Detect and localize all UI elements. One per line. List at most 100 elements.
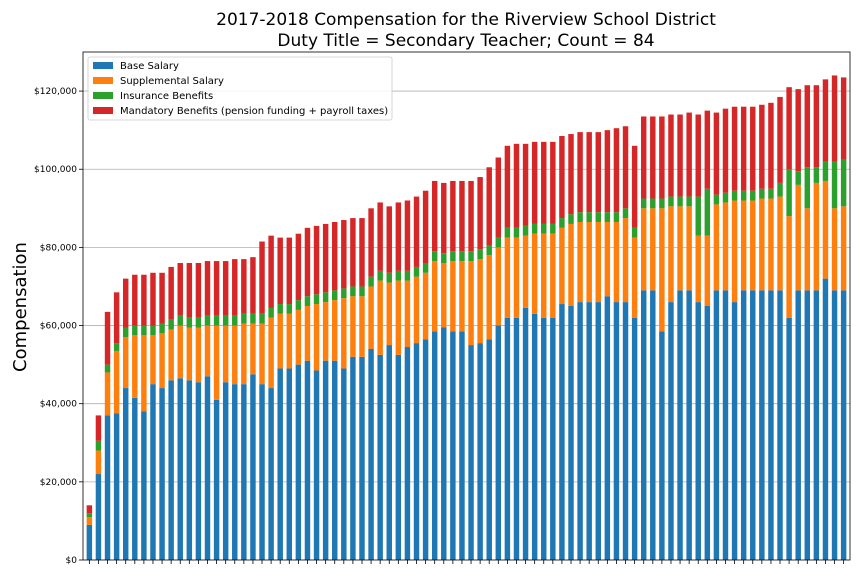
y-axis-label: Compensation <box>10 242 31 372</box>
bar-segment <box>204 325 211 377</box>
bar-segment <box>132 274 138 326</box>
bar-segment <box>259 313 265 324</box>
bar-segment <box>441 253 447 264</box>
bar-segment <box>350 296 356 357</box>
bar-segment <box>286 368 293 560</box>
bar-segment <box>822 161 829 181</box>
bar-segment <box>377 270 383 281</box>
bar-segment <box>477 343 483 560</box>
bar-segment <box>631 317 638 560</box>
bar-segment <box>541 233 547 318</box>
bar-segment <box>795 89 801 172</box>
bar-segment <box>704 110 711 189</box>
bar-segment <box>622 218 629 303</box>
bar-segment <box>332 360 338 560</box>
bar-segment <box>486 245 492 256</box>
bar-segment <box>204 315 211 326</box>
bar-segment <box>186 327 193 381</box>
bar-segment <box>604 130 611 213</box>
bar-segment <box>404 200 411 271</box>
bar-segment <box>95 450 102 475</box>
bar-segment <box>395 202 402 271</box>
bar-segment <box>668 206 674 303</box>
bar-segment <box>795 184 801 291</box>
bar-segment <box>404 347 411 560</box>
bar-segment <box>568 134 574 215</box>
bar-segment <box>250 374 256 560</box>
bar-segment <box>168 329 174 381</box>
bar-segment <box>695 114 701 197</box>
bar-segment <box>604 296 611 560</box>
bar-segment <box>786 169 792 217</box>
bar-segment <box>268 235 274 308</box>
bar-segment <box>713 112 720 195</box>
bar-segment <box>332 300 338 361</box>
bar-segment <box>750 290 756 560</box>
bar-segment <box>332 290 338 301</box>
bar-segment <box>740 200 747 291</box>
bar-segment <box>431 251 438 262</box>
bar-segment <box>86 517 93 525</box>
bar-segment <box>113 292 120 344</box>
bar-segment <box>132 335 138 398</box>
bar-segment <box>586 212 592 222</box>
bar-segment <box>731 106 738 191</box>
bar-segment <box>813 290 820 560</box>
bar-segment <box>259 384 265 560</box>
bar-segment <box>195 382 202 560</box>
bar-segment <box>341 220 347 289</box>
bar-segment <box>286 304 293 314</box>
bar-segment <box>195 263 202 318</box>
bar-segment <box>450 331 456 560</box>
bar-segment <box>350 218 356 287</box>
plot-frame <box>82 51 851 561</box>
bar-segment <box>386 272 392 283</box>
bar-segment <box>577 132 583 213</box>
bar-segment <box>250 313 256 324</box>
bars-group <box>86 75 847 560</box>
bar-segment <box>713 194 720 205</box>
bar-segment <box>804 290 811 560</box>
bar-segment <box>132 325 138 336</box>
bar-segment <box>822 79 829 162</box>
bar-segment <box>477 249 483 260</box>
bar-segment <box>786 216 792 318</box>
bar-segment <box>640 208 647 291</box>
bar-segment <box>750 200 756 291</box>
bar-segment <box>222 382 229 560</box>
bar-segment <box>386 206 392 273</box>
bar-segment <box>531 223 538 234</box>
bar-segment <box>659 198 665 209</box>
legend-box <box>87 56 393 121</box>
bar-segment <box>259 241 265 314</box>
y-tick-label: $40,000 <box>40 400 77 410</box>
bar-segment <box>395 354 402 560</box>
bar-segment <box>559 218 565 228</box>
bar-segment <box>613 212 620 222</box>
bar-segment <box>277 304 283 314</box>
bar-segment <box>422 263 429 273</box>
bar-segment <box>295 364 302 560</box>
bar-segment <box>431 180 438 252</box>
bar-segment <box>759 188 765 199</box>
bar-segment <box>350 286 356 297</box>
legend: Base Salary Supplemental Salary Insurance … <box>87 56 393 121</box>
bar-segment <box>541 223 547 234</box>
bar-segment <box>113 350 120 414</box>
bar-segment <box>413 196 420 267</box>
bar-segment <box>695 235 701 303</box>
bar-segment <box>541 317 547 560</box>
bar-segment <box>368 208 374 277</box>
bar-segment <box>213 315 220 326</box>
axes <box>82 51 851 561</box>
bar-segment <box>686 206 692 291</box>
bar-segment <box>404 270 411 281</box>
bar-segment <box>486 167 492 246</box>
bar-segment <box>232 259 238 316</box>
bar-segment <box>622 208 629 219</box>
bar-segment <box>232 384 238 560</box>
bar-segment <box>241 313 247 324</box>
bar-segment <box>122 327 129 338</box>
bar-segment <box>213 399 220 560</box>
